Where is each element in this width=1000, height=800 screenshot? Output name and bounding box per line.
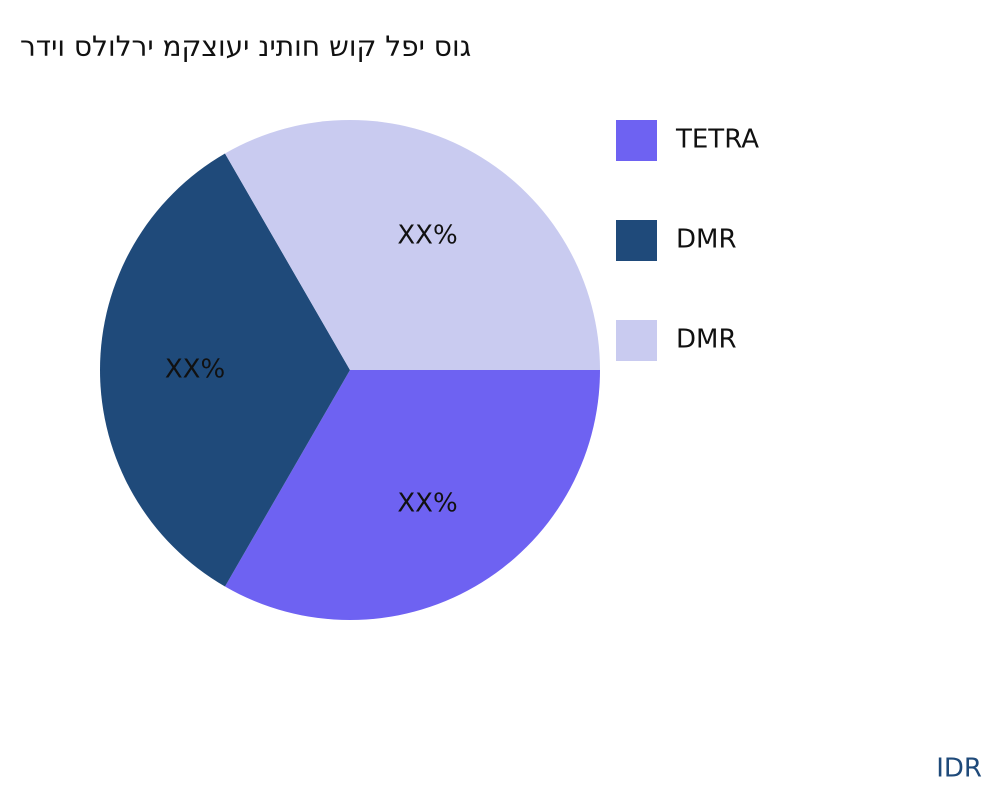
chart-title: גוס יפל קוש חותינ יעוצקמ ירלולס וידר <box>20 30 471 63</box>
data-label: XX% <box>397 220 457 250</box>
pie-slice <box>225 119 600 370</box>
legend-swatch <box>616 320 657 361</box>
legend-label: DMR <box>676 225 737 255</box>
legend-label: DMR <box>676 325 737 355</box>
source: IDR <box>936 754 982 784</box>
pie-slice <box>225 370 600 620</box>
legend-swatch <box>616 120 657 161</box>
data-label: XX% <box>165 355 225 385</box>
data-label: XX% <box>397 489 457 519</box>
legend-label: TETRA <box>675 125 759 155</box>
legend-swatch <box>616 220 657 261</box>
